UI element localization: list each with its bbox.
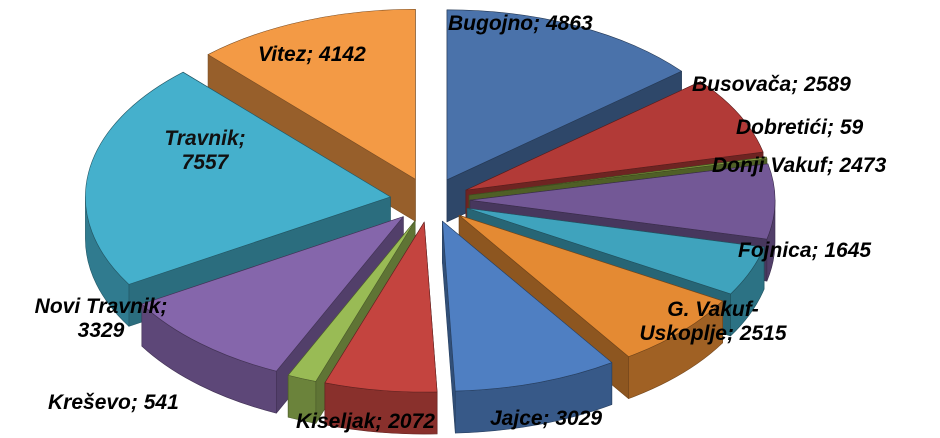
- data-label-novi-travnik-line2: 3329: [77, 319, 125, 342]
- data-label-travnik-line2: 7557: [181, 151, 229, 174]
- pie-slice-kiseljak: [324, 221, 438, 435]
- data-label-donji-vakuf: Donji Vakuf; 2473: [712, 154, 887, 177]
- data-label-vitez: Vitez; 4142: [258, 43, 366, 66]
- data-label-g-vakuf-uskoplje: G. Vakuf- Uskoplje; 2515: [608, 298, 818, 346]
- data-label-fojnica: Fojnica; 1645: [738, 239, 872, 262]
- data-label-jajce: Jajce; 3029: [490, 407, 603, 430]
- data-label-bugojno: Bugojno; 4863: [448, 12, 593, 35]
- data-label-g-vakuf-uskoplje-line2: Uskoplje; 2515: [639, 322, 787, 345]
- pie-slice-vitez: [207, 8, 416, 222]
- data-label-kiseljak: Kiseljak; 2072: [296, 410, 435, 433]
- data-label-busovaca: Busovača; 2589: [692, 73, 851, 96]
- data-label-travnik: Travnik; 7557: [140, 127, 270, 175]
- data-label-dobretici: Dobretići; 59: [736, 116, 864, 139]
- data-label-novi-travnik-line1: Novi Travnik;: [34, 295, 168, 318]
- data-label-kresevo: Kreševo; 541: [48, 391, 179, 414]
- data-label-novi-travnik: Novi Travnik; 3329: [6, 295, 196, 343]
- data-label-travnik-line1: Travnik;: [164, 127, 246, 150]
- pie-slice-jajce: [442, 220, 613, 434]
- data-label-g-vakuf-uskoplje-line1: G. Vakuf-: [667, 298, 759, 321]
